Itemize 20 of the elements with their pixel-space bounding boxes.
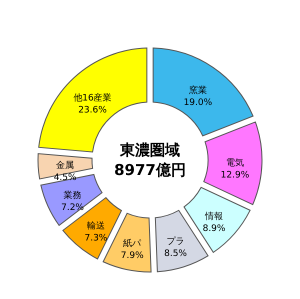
data-label: 7.2% xyxy=(61,203,84,214)
text: 8977億円 xyxy=(114,161,186,179)
slice-label: 紙パ xyxy=(123,238,142,250)
data-label: 19.0% xyxy=(184,98,213,108)
slice-label: 電気 xyxy=(226,158,244,169)
slice-label: 情報 xyxy=(204,210,224,222)
data-label: 7.3% xyxy=(84,234,108,244)
slice-label: 窯業 xyxy=(188,84,207,96)
slice-label: 輸送 xyxy=(86,220,105,232)
data-label: 23.6% xyxy=(78,105,108,116)
text: 東濃圏域 xyxy=(119,141,180,159)
data-label: 7.9% xyxy=(120,251,144,262)
slice-label: 他16産業 xyxy=(73,92,112,104)
data-label: 12.9% xyxy=(220,170,250,181)
slice-label: プラ xyxy=(166,236,185,248)
slice-label: 業務 xyxy=(64,190,82,202)
data-label: 8.5% xyxy=(164,249,188,260)
data-label: 8.9% xyxy=(202,224,226,234)
slice-label: 金属 xyxy=(56,160,74,171)
data-label: 4.5% xyxy=(54,172,78,183)
